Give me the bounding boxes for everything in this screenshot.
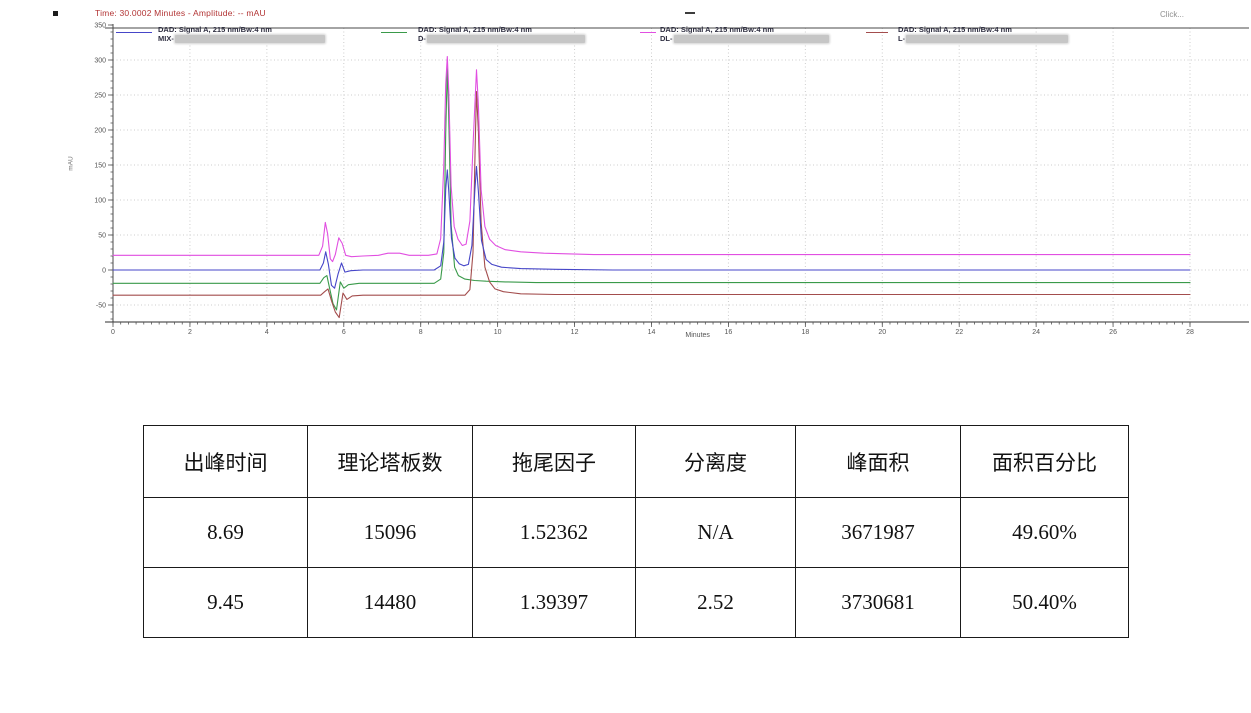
chromatogram-panel: Time: 30.0002 Minutes - Amplitude: -- mA…	[53, 8, 1249, 339]
redacted-sample-name	[426, 34, 585, 43]
col-header-area-percent: 面积百分比	[960, 425, 1129, 498]
svg-text:150: 150	[94, 163, 106, 170]
legend-color-swatch	[866, 32, 888, 33]
cell-peak-area: 3671987	[795, 497, 961, 568]
legend-sample-label: D-	[418, 34, 585, 44]
cell-resolution: N/A	[635, 497, 796, 568]
svg-text:350: 350	[94, 23, 106, 30]
cursor-time-readout: Time: 30.0002 Minutes - Amplitude: -- mA…	[95, 8, 266, 18]
svg-text:50: 50	[98, 233, 106, 240]
cell-tailing-factor: 1.39397	[472, 567, 636, 638]
grid-layer	[113, 28, 1249, 322]
minimize-icon[interactable]	[685, 12, 695, 14]
tick-marks	[108, 24, 1191, 327]
legend-color-swatch	[381, 32, 407, 33]
cell-tailing-factor: 1.52362	[472, 497, 636, 568]
legend-signal-label: DAD: Signal A, 215 nm/Bw:4 nm	[898, 25, 1012, 34]
svg-text:100: 100	[94, 198, 106, 205]
svg-text:300: 300	[94, 58, 106, 65]
svg-text:10: 10	[494, 329, 502, 336]
svg-text:14: 14	[648, 329, 656, 336]
svg-text:28: 28	[1186, 329, 1194, 336]
legend-sample-label: DL-	[660, 34, 829, 44]
svg-text:18: 18	[801, 329, 809, 336]
legend-entry: DAD: Signal A, 215 nm/Bw:4 nm D-	[418, 25, 585, 44]
svg-text:200: 200	[94, 128, 106, 135]
col-header-peak-area: 峰面积	[795, 425, 961, 498]
svg-text:8: 8	[419, 329, 423, 336]
svg-text:250: 250	[94, 93, 106, 100]
legend-entry: DAD: Signal A, 215 nm/Bw:4 nm L-	[898, 25, 1069, 44]
legend-sample-label: L-	[898, 34, 1069, 44]
cell-area-percent: 49.60%	[960, 497, 1129, 568]
trace-d	[112, 67, 1191, 311]
svg-text:4: 4	[265, 329, 269, 336]
table-header-row: 出峰时间 理论塔板数 拖尾因子 分离度 峰面积 面积百分比	[143, 425, 1129, 498]
legend-sample-label: MIX-	[158, 34, 325, 44]
legend-color-swatch	[116, 32, 152, 33]
redacted-sample-name	[174, 34, 325, 43]
svg-text:24: 24	[1032, 329, 1040, 336]
cell-peak-area: 3730681	[795, 567, 961, 638]
svg-text:22: 22	[955, 329, 963, 336]
click-hint[interactable]: Click...	[1160, 10, 1184, 19]
x-axis-label: Minutes	[685, 332, 710, 339]
legend-signal-label: DAD: Signal A, 215 nm/Bw:4 nm	[418, 25, 532, 34]
redacted-sample-name	[906, 34, 1069, 43]
legend-color-swatch	[640, 32, 656, 33]
table-row-peak-1: 8.69 15096 1.52362 N/A 3671987 49.60%	[143, 497, 1129, 568]
svg-text:26: 26	[1109, 329, 1117, 336]
svg-text:12: 12	[571, 329, 579, 336]
legend-signal-label: DAD: Signal A, 215 nm/Bw:4 nm	[158, 25, 272, 34]
col-header-resolution: 分离度	[635, 425, 796, 498]
svg-text:-50: -50	[96, 303, 106, 310]
legend-entry: DAD: Signal A, 215 nm/Bw:4 nm MIX-	[158, 25, 325, 44]
cell-theoretical-plates: 14480	[307, 567, 473, 638]
cell-theoretical-plates: 15096	[307, 497, 473, 568]
col-header-theoretical-plates: 理论塔板数	[307, 425, 473, 498]
axis-layer	[105, 24, 1249, 323]
window-marker-icon	[53, 11, 58, 16]
cell-retention-time: 9.45	[143, 567, 308, 638]
col-header-tailing-factor: 拖尾因子	[472, 425, 636, 498]
legend-entry: DAD: Signal A, 215 nm/Bw:4 nm DL-	[660, 25, 829, 44]
redacted-sample-name	[673, 34, 829, 43]
svg-text:0: 0	[111, 329, 115, 336]
svg-text:16: 16	[725, 329, 733, 336]
peak-results-section: 出峰时间 理论塔板数 拖尾因子 分离度 峰面积 面积百分比 8.69 15096…	[143, 425, 1129, 638]
trace-dl	[112, 55, 1191, 263]
table-row-peak-2: 9.45 14480 1.39397 2.52 3730681 50.40%	[143, 567, 1129, 638]
cell-resolution: 2.52	[635, 567, 796, 638]
legend-signal-label: DAD: Signal A, 215 nm/Bw:4 nm	[660, 25, 774, 34]
peak-results-table: 出峰时间 理论塔板数 拖尾因子 分离度 峰面积 面积百分比 8.69 15096…	[143, 425, 1129, 638]
cell-retention-time: 8.69	[143, 497, 308, 568]
svg-text:2: 2	[188, 329, 192, 336]
trace-mix	[112, 165, 1191, 289]
svg-text:0: 0	[102, 268, 106, 275]
svg-text:20: 20	[878, 329, 886, 336]
col-header-retention-time: 出峰时间	[143, 425, 308, 498]
trace-l	[112, 90, 1191, 319]
svg-text:6: 6	[342, 329, 346, 336]
cell-area-percent: 50.40%	[960, 567, 1129, 638]
